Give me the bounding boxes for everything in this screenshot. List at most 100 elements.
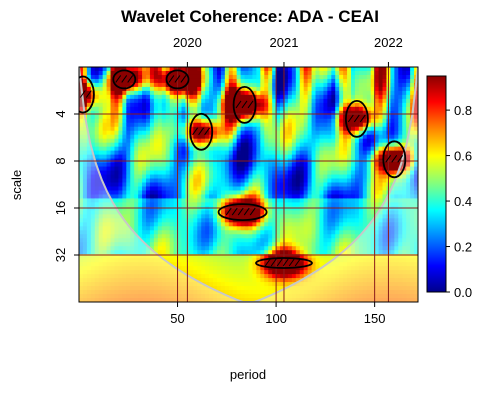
- heatmap-cell: [343, 294, 348, 299]
- heatmap-cell: [193, 218, 198, 223]
- heatmap-cell: [280, 142, 285, 148]
- heatmap-cell: [102, 274, 108, 279]
- heatmap-cell: [173, 130, 179, 136]
- heatmap-cell: [236, 194, 242, 200]
- heatmap-cell: [382, 82, 388, 88]
- heatmap-cell: [153, 114, 159, 120]
- heatmap-cell: [110, 94, 116, 100]
- heatmap-cell: [153, 274, 159, 279]
- heatmap-cell: [291, 130, 297, 136]
- heatmap-cell: [228, 210, 234, 215]
- heatmap-cell: [220, 70, 226, 76]
- heatmap-cell: [398, 282, 403, 287]
- heatmap-cell: [181, 150, 187, 156]
- heatmap-cell: [378, 286, 384, 291]
- heatmap-cell: [232, 106, 238, 112]
- heatmap-cell: [370, 226, 376, 231]
- heatmap-cell: [244, 134, 250, 140]
- heatmap-cell: [331, 294, 336, 299]
- heatmap-cell: [98, 138, 104, 144]
- heatmap-cell: [366, 150, 372, 156]
- heatmap-cell: [177, 162, 183, 168]
- heatmap-cell: [323, 94, 328, 100]
- heatmap-cell: [79, 178, 84, 184]
- heatmap-cell: [240, 278, 246, 283]
- heatmap-cell: [177, 198, 183, 204]
- heatmap-cell: [323, 114, 328, 120]
- heatmap-cell: [130, 274, 135, 279]
- heatmap-cell: [350, 238, 356, 243]
- heatmap-cell: [272, 202, 277, 207]
- heatmap-cell: [224, 170, 230, 176]
- heatmap-cell: [122, 238, 127, 243]
- heatmap-cell: [82, 82, 88, 88]
- heatmap-cell: [110, 130, 116, 136]
- heatmap-cell: [252, 90, 257, 96]
- heatmap-cell: [220, 218, 226, 223]
- heatmap-cell: [173, 274, 179, 279]
- heatmap-cell: [165, 238, 171, 243]
- heatmap-cell: [347, 286, 352, 291]
- heatmap-cell: [370, 98, 376, 104]
- heatmap-cell: [311, 210, 317, 215]
- heatmap-cell: [86, 194, 92, 200]
- heatmap-cell: [339, 226, 344, 231]
- heatmap-cell: [213, 294, 218, 299]
- heatmap-cell: [122, 138, 127, 144]
- heatmap-cell: [335, 106, 340, 112]
- heatmap-cell: [146, 126, 151, 132]
- heatmap-cell: [224, 270, 230, 275]
- heatmap-cell: [248, 262, 254, 267]
- heatmap-cell: [90, 298, 96, 302]
- heatmap-cell: [232, 270, 238, 275]
- heatmap-cell: [264, 106, 269, 112]
- heatmap-cell: [362, 278, 368, 283]
- heatmap-cell: [358, 286, 364, 291]
- heatmap-cell: [94, 126, 100, 132]
- heatmap-cell: [146, 274, 151, 279]
- heatmap-cell: [216, 174, 222, 180]
- heatmap-cell: [414, 198, 418, 204]
- heatmap-cell: [106, 238, 112, 243]
- heatmap-cell: [94, 206, 100, 211]
- heatmap-cell: [299, 270, 305, 275]
- heatmap-cell: [311, 250, 317, 255]
- heatmap-cell: [153, 222, 159, 227]
- heatmap-cell: [146, 294, 151, 299]
- heatmap-cell: [216, 94, 222, 100]
- heatmap-cell: [94, 154, 100, 160]
- heatmap-cell: [94, 198, 100, 204]
- heatmap-cell: [362, 94, 368, 100]
- heatmap-cell: [106, 226, 112, 231]
- heatmap-cell: [114, 170, 120, 176]
- heatmap-cell: [402, 286, 407, 291]
- heatmap-cell: [197, 82, 202, 88]
- heatmap-cell: [280, 70, 285, 76]
- heatmap-cell: [98, 190, 104, 196]
- heatmap-cell: [209, 218, 214, 223]
- heatmap-cell: [283, 118, 289, 124]
- heatmap-cell: [126, 286, 131, 291]
- heatmap-cell: [378, 242, 384, 247]
- heatmap-cell: [130, 86, 135, 92]
- heatmap-cell: [165, 226, 171, 231]
- heatmap-cell: [114, 214, 120, 219]
- heatmap-cell: [146, 134, 151, 140]
- heatmap-cell: [244, 67, 250, 72]
- heatmap-cell: [374, 234, 380, 239]
- heatmap-cell: [240, 118, 246, 124]
- heatmap-cell: [161, 294, 167, 299]
- heatmap-cell: [236, 106, 242, 112]
- heatmap-cell: [177, 82, 183, 88]
- heatmap-cell: [311, 202, 317, 207]
- heatmap-cell: [177, 74, 183, 80]
- heatmap-cell: [126, 142, 131, 148]
- heatmap-cell: [86, 190, 92, 196]
- heatmap-cell: [197, 286, 202, 291]
- heatmap-cell: [335, 242, 340, 247]
- heatmap-cell: [315, 174, 321, 180]
- heatmap-cell: [354, 162, 360, 168]
- heatmap-cell: [374, 154, 380, 160]
- heatmap-cell: [224, 102, 230, 108]
- heatmap-cell: [197, 206, 202, 211]
